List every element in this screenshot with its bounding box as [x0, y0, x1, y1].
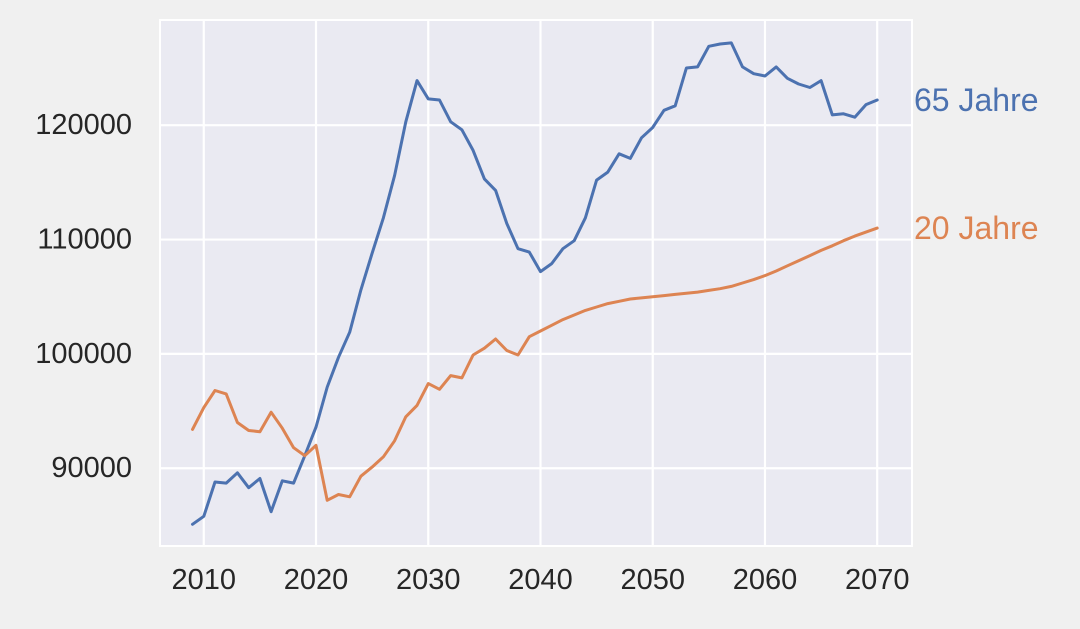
y-tick-label: 120000: [35, 109, 132, 141]
plot-frame: [159, 19, 913, 547]
x-tick-label: 2010: [172, 564, 237, 596]
grid-lines: [160, 20, 912, 546]
x-tick-label: 2060: [733, 564, 798, 596]
x-tick-label: 2070: [845, 564, 910, 596]
series-labels: 65 Jahre 20 Jahre: [914, 82, 1039, 246]
y-tick-label: 90000: [51, 452, 132, 484]
y-tick-label: 100000: [35, 338, 132, 370]
series-label: 20 Jahre: [914, 210, 1039, 246]
series-line-1: [191, 226, 879, 502]
series-lines: [191, 41, 879, 526]
y-tick-labels: 90000 100000 110000 120000: [35, 109, 132, 484]
y-tick-label: 110000: [37, 224, 132, 256]
x-tick-label: 2050: [620, 564, 685, 596]
x-tick-label: 2040: [508, 564, 573, 596]
plot-area: [160, 20, 912, 546]
series-label: 65 Jahre: [914, 82, 1039, 118]
x-tick-label: 2020: [284, 564, 349, 596]
series-line-0: [191, 41, 879, 526]
x-tick-labels: 2010 2020 2030 2040 2050 2060 2070: [172, 564, 910, 596]
x-tick-label: 2030: [396, 564, 461, 596]
